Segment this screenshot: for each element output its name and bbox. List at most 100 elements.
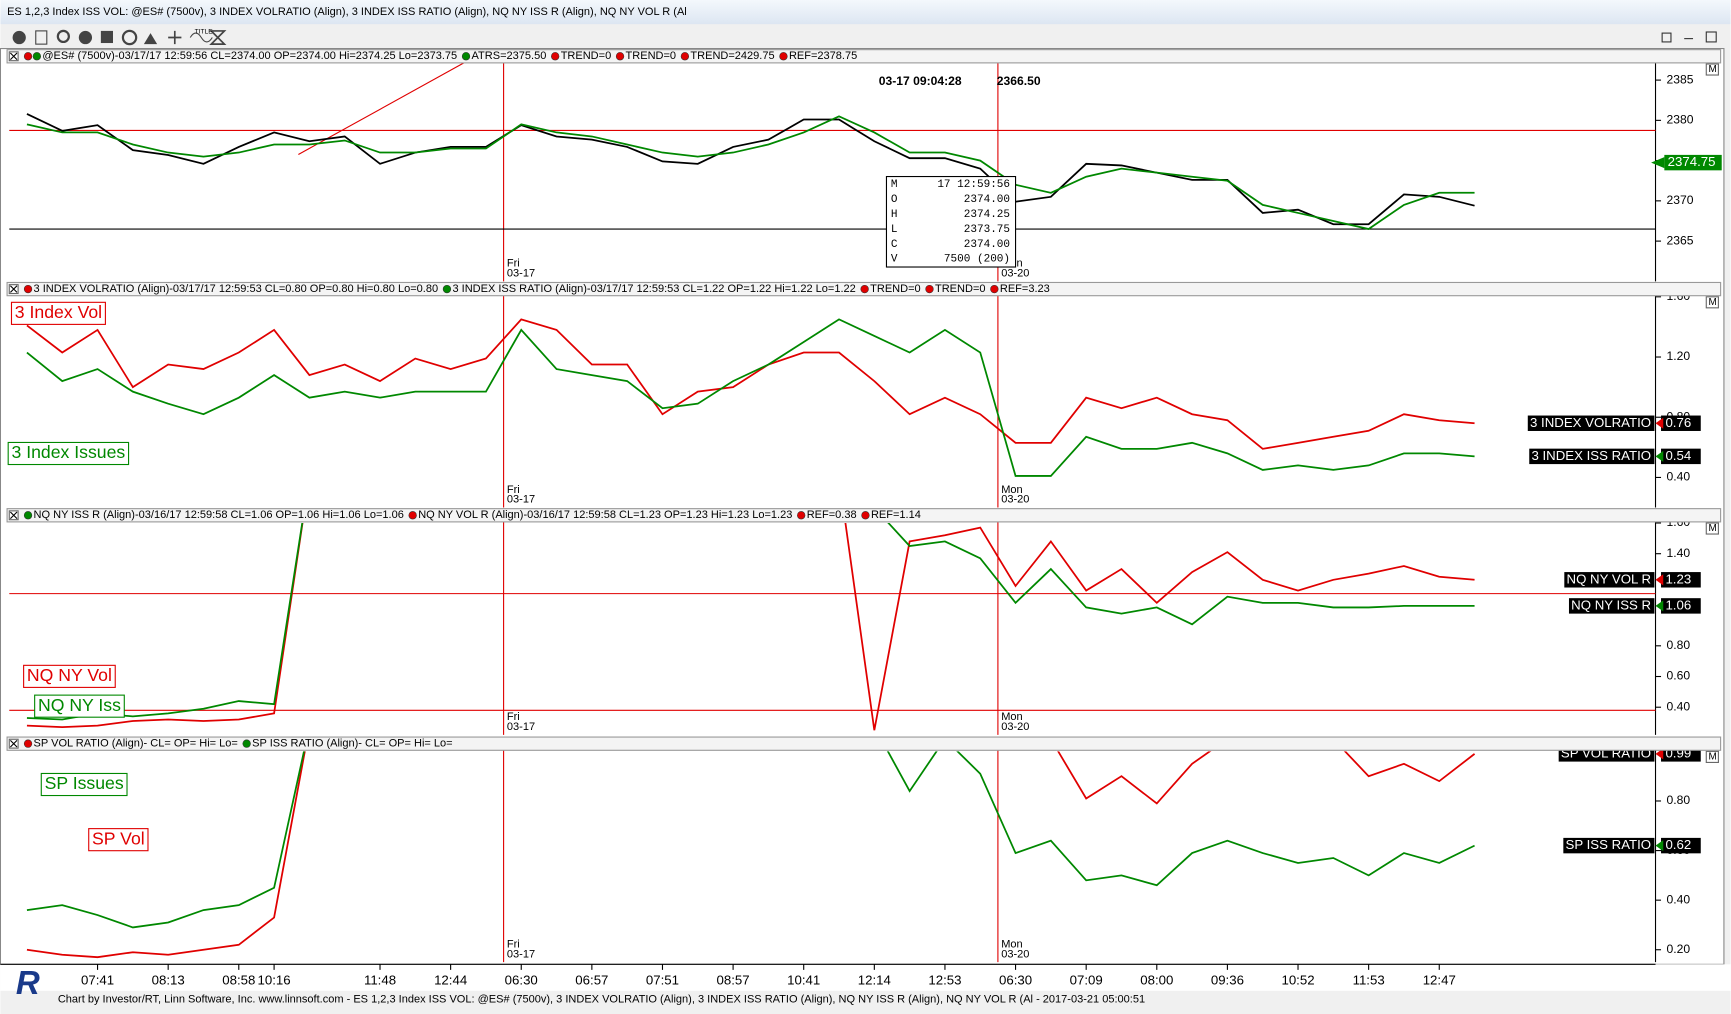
annotation: 3 Index Issues	[11, 442, 125, 462]
tooltip-value: 2373.75	[964, 224, 1010, 236]
y-tick-label: 0.60	[1667, 669, 1691, 683]
panel-button-box	[1705, 522, 1719, 535]
header-text: REF=1.14	[871, 509, 921, 521]
day-date: 03-17	[507, 948, 535, 960]
y-tick-label: 2370	[1667, 193, 1694, 207]
header-text: NQ NY VOL R (Align)-03/16/17 12:59:58 CL…	[418, 509, 792, 521]
y-tick-label: 1.20	[1667, 349, 1691, 363]
header-text: SP VOL RATIO (Align)- CL= OP= Hi= Lo=	[34, 738, 238, 750]
x-tick-label: 09:36	[1211, 972, 1244, 987]
toolbar-title[interactable]: TITLE	[195, 29, 214, 36]
x-tick-label: 10:52	[1281, 972, 1314, 987]
header-text: TREND=0	[561, 50, 612, 62]
header-dot	[797, 511, 806, 520]
toolbar-icons	[12, 29, 227, 46]
panel-button[interactable]: M	[1708, 752, 1716, 763]
panel-button[interactable]: M	[1708, 64, 1716, 75]
tool-icon[interactable]	[56, 29, 70, 44]
series-name-box	[1529, 448, 1655, 465]
value-label: 0.62	[1665, 837, 1691, 852]
x-tick-label: 08:00	[1140, 972, 1173, 987]
annotation: NQ NY Vol	[27, 665, 112, 685]
annotation-box	[7, 441, 130, 466]
panel-button[interactable]: M	[1708, 297, 1716, 308]
header-dot	[925, 284, 934, 294]
x-tick-label: 08:58	[222, 972, 255, 987]
tool-icon[interactable]	[209, 30, 227, 45]
panel-button[interactable]: M	[1708, 523, 1716, 534]
value-label: 0.76	[1665, 415, 1691, 430]
maximize-button[interactable]	[1705, 31, 1717, 43]
tooltip-value: 17 12:59:56	[937, 179, 1010, 191]
value-box	[1661, 415, 1701, 431]
window-controls	[1661, 31, 1717, 43]
title-bar	[0, 0, 1731, 25]
value-pointer	[1655, 417, 1664, 429]
restore-button[interactable]	[1661, 32, 1672, 43]
series-line	[26, 318, 1475, 450]
price-box	[1664, 154, 1722, 171]
header-dot	[779, 52, 788, 61]
header-dot	[551, 52, 560, 61]
x-tick-label: 07:41	[81, 972, 114, 987]
header-dot	[615, 52, 625, 61]
series-name-label: 3 INDEX ISS RATIO	[1531, 448, 1651, 463]
header-text: 3 INDEX ISS RATIO (Align)-03/17/17 12:59…	[452, 283, 855, 295]
header-text: TREND=0	[935, 283, 986, 295]
panel-button-box	[1705, 63, 1719, 76]
close-icon	[9, 739, 18, 748]
x-tick-label: 06:57	[575, 972, 608, 987]
series-line	[26, 522, 1475, 721]
tooltip-key: L	[891, 224, 898, 236]
x-tick-label: 12:53	[928, 972, 961, 987]
annotation-box	[88, 828, 149, 852]
panel-button-box	[1705, 750, 1719, 763]
toolbar	[0, 24, 1731, 49]
series-name-box	[1563, 837, 1655, 854]
x-tick-label: 06:30	[999, 972, 1032, 987]
tooltip-key: C	[891, 239, 898, 251]
tooltip-box	[885, 175, 1017, 268]
close-icon	[9, 285, 18, 293]
chart-area	[0, 47, 1725, 965]
tool-icon[interactable]	[121, 29, 138, 46]
value-box	[1661, 448, 1701, 465]
series-line	[26, 318, 1475, 477]
x-tick-label: 08:13	[152, 972, 185, 987]
header-dot	[680, 52, 690, 61]
y-tick-label: 2380	[1667, 113, 1694, 127]
y-tick-label: 0.40	[1667, 892, 1691, 906]
x-tick-label: 12:47	[1423, 972, 1456, 987]
header-dot	[32, 52, 42, 61]
header-dot	[861, 511, 870, 520]
header-dot	[23, 52, 33, 61]
tool-icon[interactable]	[100, 30, 113, 44]
y-tick-label: 0.80	[1667, 638, 1691, 652]
tool-icon[interactable]	[168, 30, 182, 45]
footer-bar	[0, 990, 1731, 1014]
tool-icon[interactable]	[35, 30, 48, 45]
x-tick-label: 11:53	[1353, 972, 1385, 987]
cursor-price: 2366.50	[997, 74, 1041, 88]
day-date: 03-20	[1001, 268, 1029, 280]
tool-icon[interactable]	[189, 32, 213, 43]
annotation-box	[10, 301, 106, 325]
header-dot	[23, 284, 33, 294]
y-tick-label: 0.80	[1667, 793, 1691, 807]
tool-icon[interactable]	[12, 30, 26, 45]
close-icon	[9, 511, 18, 519]
day-label: Fri	[507, 711, 520, 723]
day-label: Fri	[507, 484, 520, 496]
day-date: 03-20	[1001, 494, 1029, 506]
day-date: 03-17	[507, 721, 535, 733]
header-text: REF=0.38	[807, 509, 857, 521]
header-dot	[860, 284, 869, 294]
x-tick-label: 11:48	[364, 972, 396, 987]
close-icon	[9, 52, 18, 60]
series-line	[26, 115, 1475, 230]
tool-icon[interactable]	[143, 33, 158, 45]
tool-icon[interactable]	[78, 30, 93, 45]
day-date: 03-17	[507, 494, 535, 506]
tooltip-key: V	[891, 254, 898, 266]
